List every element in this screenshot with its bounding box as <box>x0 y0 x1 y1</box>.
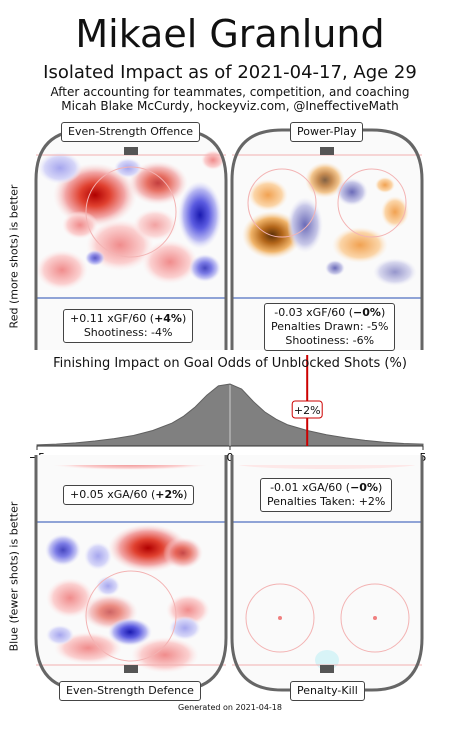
y-label-top: Red (more shots) is better <box>7 184 21 329</box>
distribution-title: Finishing Impact on Goal Odds of Unblock… <box>53 356 407 371</box>
page-subtitle: Isolated Impact as of 2021-04-17, Age 29 <box>43 62 417 83</box>
rink-power-play <box>230 128 424 350</box>
label-power-play: Power-Play <box>290 122 364 142</box>
rink-ev-defence <box>34 455 228 692</box>
stat-xgf: -0.03 xGF/60 (−0%) <box>274 306 386 319</box>
x-tick-label: 0 <box>227 451 234 464</box>
heatmap-ev-defence <box>45 465 210 673</box>
stats-ev-defence: +0.05 xGA/60 (+2%) <box>63 485 195 505</box>
credit-line-1: After accounting for teammates, competit… <box>50 85 410 99</box>
label-penalty-kill: Penalty-Kill <box>290 681 365 701</box>
label-ev-defence: Even-Strength Defence <box>59 681 201 701</box>
stat-xgf: +0.11 xGF/60 (+4%) <box>70 312 187 325</box>
marker-label: +2% <box>294 404 321 417</box>
stat-penalties-taken: Penalties Taken: +2% <box>267 495 386 508</box>
stats-penalty-kill: -0.01 xGA/60 (−0%) Penalties Taken: +2% <box>260 478 393 512</box>
stat-penalties-drawn: Penalties Drawn: -5% <box>271 320 389 333</box>
stats-power-play: -0.03 xGF/60 (−0%) Penalties Drawn: -5% … <box>264 303 396 351</box>
label-ev-offence: Even-Strength Offence <box>61 122 201 142</box>
stat-xga: +0.05 xGA/60 (+2%) <box>70 488 188 501</box>
stats-ev-offence: +0.11 xGF/60 (+4%) Shootiness: -4% <box>63 309 194 343</box>
page-title: Mikael Granlund <box>75 12 385 56</box>
distribution-chart: +2% −505 Finishing Impact on Goal Odds o… <box>29 355 427 464</box>
marker-label-box <box>291 400 323 419</box>
footer-generated: Generated on 2021-04-18 <box>178 703 282 712</box>
stat-xga: -0.01 xGA/60 (−0%) <box>270 481 383 494</box>
stat-shootiness: Shootiness: -4% <box>83 326 173 339</box>
rink-ev-offence <box>34 128 228 350</box>
stat-shootiness: Shootiness: -6% <box>285 334 375 347</box>
y-label-bottom: Blue (fewer shots) is better <box>7 501 21 652</box>
heatmap-ev-offence <box>36 150 225 290</box>
credit-line-2: Micah Blake McCurdy, hockeyviz.com, @Ine… <box>61 99 399 113</box>
heatmap-power-play <box>242 162 417 286</box>
